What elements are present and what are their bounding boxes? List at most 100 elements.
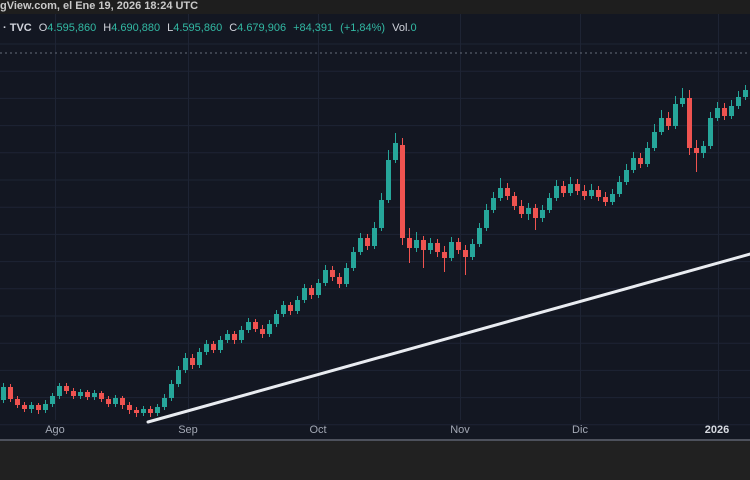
x-axis-label-ago: Ago — [45, 424, 65, 436]
candle — [638, 153, 643, 168]
candle — [281, 301, 286, 317]
candle — [393, 133, 398, 163]
candle — [225, 330, 230, 343]
candle — [372, 222, 377, 249]
x-axis-label-dic: Dic — [572, 424, 588, 436]
candle — [708, 112, 713, 149]
bottom-page-strip — [0, 441, 750, 480]
candle — [659, 110, 664, 135]
candle — [610, 189, 615, 205]
candle — [176, 366, 181, 387]
candle — [141, 406, 146, 416]
candle — [722, 103, 727, 120]
candle — [57, 383, 62, 399]
candle — [330, 266, 335, 281]
candle — [288, 302, 293, 315]
candle — [736, 91, 741, 109]
volume-label: Vol. — [392, 22, 411, 34]
change-percent: (+1,84%) — [340, 22, 386, 34]
candle — [15, 396, 20, 408]
trend-line[interactable] — [146, 252, 750, 424]
low-letter: L — [167, 22, 174, 34]
candle — [596, 186, 601, 201]
high-letter: H — [103, 22, 112, 34]
change-absolute: +84,391 — [293, 22, 334, 34]
candle — [554, 180, 559, 201]
candle — [673, 96, 678, 129]
candle — [589, 184, 594, 199]
candle — [218, 336, 223, 353]
candle — [1, 383, 6, 403]
open-value: 4.595,860 — [47, 22, 97, 34]
candle — [211, 341, 216, 353]
candle — [29, 402, 34, 413]
open-letter: O — [38, 22, 48, 34]
candle — [477, 223, 482, 247]
candle — [302, 284, 307, 303]
candle — [652, 124, 657, 151]
candle — [190, 354, 195, 369]
candle — [106, 396, 111, 407]
candle — [8, 384, 13, 402]
candle — [428, 238, 433, 254]
close-value: 4.679,906 — [237, 22, 287, 34]
candle — [435, 239, 440, 257]
candle — [120, 396, 125, 409]
candlestick-series — [1, 85, 748, 417]
candle — [232, 331, 237, 344]
candle — [295, 296, 300, 314]
candle — [526, 203, 531, 220]
candle — [463, 245, 468, 275]
candle — [134, 407, 139, 417]
candle — [456, 238, 461, 254]
candle — [99, 391, 104, 402]
candle — [442, 246, 447, 272]
candle — [470, 239, 475, 260]
candle — [512, 192, 517, 210]
close-letter: C — [229, 22, 238, 34]
candle — [484, 204, 489, 231]
candle — [155, 404, 160, 416]
candle — [414, 232, 419, 252]
candle — [204, 340, 209, 355]
candle — [729, 100, 734, 119]
candle — [92, 390, 97, 400]
candle — [148, 406, 153, 417]
candle — [64, 383, 69, 394]
legend-open: O4.595,860 — [39, 21, 97, 35]
candle — [582, 185, 587, 200]
candle — [169, 380, 174, 401]
time-axis[interactable]: Ago Sep Oct Nov Dic 2026 — [0, 421, 750, 439]
legend-close: C4.679,906 — [229, 21, 286, 35]
ohlc-legend: · TVC O4.595,860 H4.690,880 L 4.595,860 C4.67… — [3, 21, 417, 35]
candle — [498, 178, 503, 201]
x-axis-label-oct: Oct — [309, 424, 327, 436]
candle — [743, 85, 748, 100]
candle — [246, 318, 251, 333]
candle — [197, 348, 202, 368]
candle — [533, 204, 538, 230]
candle — [85, 390, 90, 400]
candle — [309, 285, 314, 299]
axis-separator-line — [0, 439, 750, 441]
symbol-label[interactable]: · TVC — [3, 22, 32, 34]
candle — [239, 326, 244, 343]
candle — [540, 205, 545, 222]
candle — [603, 192, 608, 206]
candle — [701, 141, 706, 158]
x-axis-label-nov: Nov — [450, 424, 470, 436]
tradingview-watermark: gView.com, el Ene 19, 2026 18:24 UTC — [0, 0, 750, 14]
candle — [575, 179, 580, 195]
candle — [183, 353, 188, 373]
candle — [344, 263, 349, 287]
candle — [43, 400, 48, 413]
candle — [260, 325, 265, 338]
legend-high: H4.690,880 — [103, 21, 160, 35]
x-axis-label-sep: Sep — [178, 424, 198, 436]
candle — [365, 234, 370, 250]
candle — [386, 150, 391, 203]
candle — [22, 402, 27, 412]
candle — [36, 403, 41, 414]
